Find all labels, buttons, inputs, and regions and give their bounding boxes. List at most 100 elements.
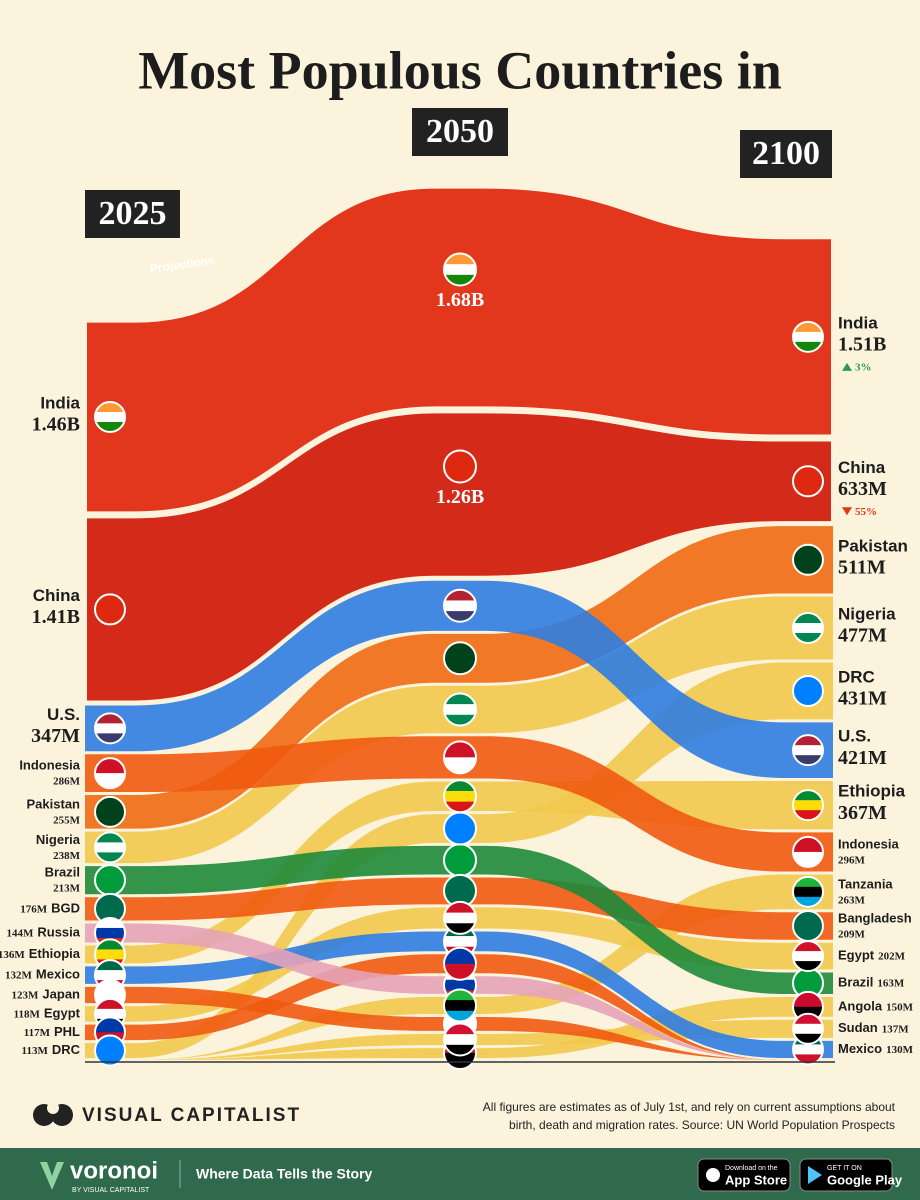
flag bbox=[444, 693, 476, 726]
country-label: Nigeria bbox=[36, 832, 81, 847]
country-label: Mexico bbox=[36, 967, 80, 982]
play-icon bbox=[808, 1166, 822, 1184]
flag-border bbox=[443, 740, 477, 775]
band bbox=[85, 996, 833, 1060]
country-label: Pakistan bbox=[27, 796, 81, 811]
flag bbox=[793, 876, 823, 907]
band bbox=[83, 409, 835, 705]
flag-border bbox=[443, 449, 477, 484]
flag-border bbox=[792, 835, 824, 868]
flag-border bbox=[443, 946, 477, 981]
country-label: U.S. bbox=[838, 727, 871, 746]
year-label: 2100 bbox=[752, 135, 820, 172]
flag-border bbox=[94, 831, 126, 864]
flag bbox=[793, 836, 823, 867]
value-label: 477M bbox=[838, 625, 887, 647]
flag-border bbox=[94, 593, 126, 626]
flag bbox=[444, 901, 476, 934]
value-label: 118M bbox=[14, 1008, 41, 1020]
flag-border bbox=[792, 734, 824, 767]
flag-border bbox=[94, 712, 126, 745]
country-label: Mexico bbox=[838, 1041, 882, 1056]
country-label: Indonesia bbox=[838, 836, 899, 851]
flag bbox=[444, 989, 476, 1022]
country-label: Ethiopia bbox=[838, 782, 906, 801]
flag-border bbox=[94, 400, 126, 433]
flag-border bbox=[792, 940, 824, 973]
country-label: Egypt bbox=[838, 948, 875, 963]
bands: Projections bbox=[83, 184, 835, 1060]
flag bbox=[444, 947, 476, 980]
country-label: Brazil bbox=[838, 975, 873, 990]
value-label: 347M bbox=[31, 725, 80, 747]
app-logo bbox=[40, 1162, 64, 1190]
flag bbox=[793, 790, 823, 821]
country-label: Russia bbox=[37, 924, 80, 939]
year-label: 2050 bbox=[426, 113, 494, 150]
country-label: BGD bbox=[51, 900, 80, 915]
country-label: Japan bbox=[42, 986, 80, 1001]
google-play-button[interactable] bbox=[799, 1158, 893, 1192]
country-label: Brazil bbox=[45, 865, 80, 880]
app-store-button[interactable] bbox=[697, 1158, 791, 1192]
value-label: 296M bbox=[838, 854, 866, 866]
store-name: Google Play bbox=[827, 1172, 903, 1187]
band bbox=[85, 845, 833, 994]
chart-title: Most Populous Countries in bbox=[138, 40, 782, 100]
country-label: India bbox=[40, 393, 80, 412]
flag bbox=[95, 401, 125, 432]
value-label: 213M bbox=[53, 883, 81, 895]
value-label: 1.46B bbox=[32, 414, 80, 436]
store-small: GET IT ON bbox=[827, 1165, 862, 1172]
band bbox=[85, 736, 833, 872]
country-label: India bbox=[838, 313, 878, 332]
value-label: 150M bbox=[886, 1001, 914, 1013]
value-label: 132M bbox=[5, 970, 33, 982]
flag-border bbox=[792, 543, 824, 576]
flag-border bbox=[443, 252, 477, 287]
brand-logo bbox=[33, 1102, 73, 1126]
flag bbox=[793, 613, 823, 644]
value-label: 163M bbox=[877, 978, 905, 990]
store-name: App Store bbox=[725, 1172, 787, 1187]
year-box bbox=[412, 108, 508, 156]
country-label: Egypt bbox=[44, 1005, 81, 1020]
flag-border bbox=[792, 674, 824, 707]
flag bbox=[444, 253, 476, 286]
country-label: Tanzania bbox=[838, 876, 893, 891]
value-label: 144M bbox=[6, 927, 34, 939]
flag bbox=[793, 1013, 823, 1044]
country-label: Angola bbox=[838, 998, 883, 1013]
country-label: Indonesia bbox=[19, 758, 80, 773]
flag bbox=[95, 832, 125, 863]
value-label: 209M bbox=[838, 929, 866, 941]
value-label: 633M bbox=[838, 478, 887, 500]
band bbox=[85, 780, 833, 964]
flag-border bbox=[443, 588, 477, 623]
flag-border bbox=[94, 795, 126, 828]
change-arrow bbox=[842, 507, 852, 516]
change-label: 3% bbox=[855, 361, 872, 373]
country-label: U.S. bbox=[47, 705, 80, 724]
value-label: 136M bbox=[0, 949, 25, 961]
country-label: PHL bbox=[54, 1024, 80, 1039]
flag bbox=[95, 758, 125, 789]
apple-icon bbox=[706, 1168, 720, 1182]
country-label: Sudan bbox=[838, 1020, 878, 1035]
band bbox=[83, 184, 835, 516]
note-line: birth, death and migration rates. Source… bbox=[509, 1118, 895, 1132]
app-by: BY VISUAL CAPITALIST bbox=[72, 1187, 150, 1194]
value-label: 1.41B bbox=[32, 606, 80, 628]
flag-border bbox=[443, 811, 477, 846]
flag-border bbox=[792, 612, 824, 645]
value-label: 117M bbox=[24, 1027, 51, 1039]
overlay: India1.46B1.68BIndia1.51B3%China1.41B1.2… bbox=[0, 252, 914, 1071]
country-label: DRC bbox=[52, 1042, 81, 1057]
app-name: voronoi bbox=[70, 1157, 158, 1184]
flag bbox=[95, 713, 125, 744]
country-label: DRC bbox=[838, 667, 875, 686]
flag-border bbox=[792, 875, 824, 908]
year-box bbox=[85, 190, 180, 238]
flag-border bbox=[443, 988, 477, 1023]
value-label: 1.68B bbox=[436, 289, 484, 311]
